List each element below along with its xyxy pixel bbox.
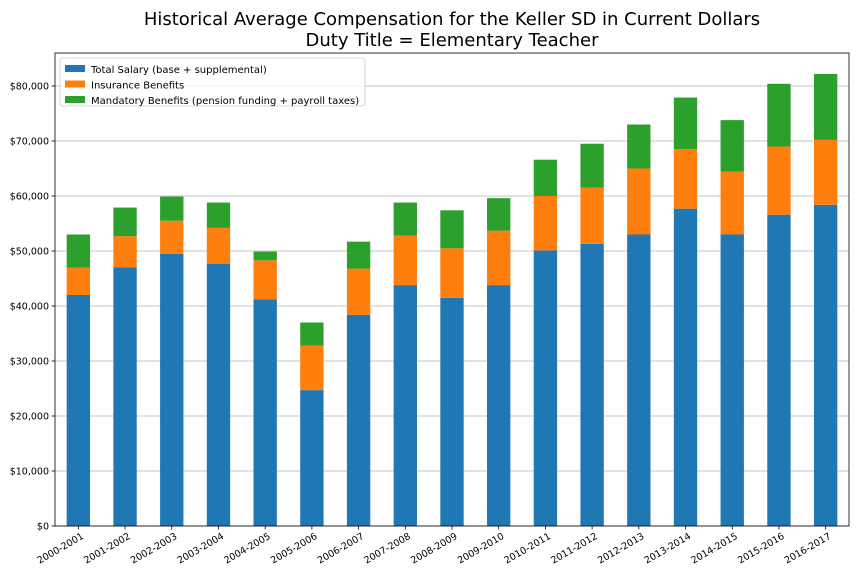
bar-segment bbox=[440, 297, 464, 526]
bar-segment bbox=[673, 149, 698, 209]
x-tick-label: 2016-2017 bbox=[783, 531, 833, 566]
bar-segment bbox=[720, 171, 744, 235]
bar-segment bbox=[580, 143, 604, 188]
bar-segment bbox=[346, 241, 371, 269]
y-tick-label: $80,000 bbox=[10, 82, 49, 93]
bar-segment bbox=[487, 285, 511, 526]
bar-segment bbox=[300, 345, 324, 391]
x-tick-label: 2014-2015 bbox=[689, 531, 739, 566]
x-tick-label: 2009-2010 bbox=[456, 531, 506, 566]
bar-segment bbox=[206, 263, 231, 526]
bar-segment bbox=[160, 220, 184, 254]
y-tick-label: $30,000 bbox=[10, 357, 49, 368]
bar-segment bbox=[300, 322, 324, 346]
x-tick-label: 2006-2007 bbox=[316, 531, 366, 566]
bar-segment bbox=[66, 234, 91, 268]
bar-segment bbox=[113, 267, 137, 526]
bar-segment bbox=[113, 207, 137, 237]
chart-subtitle: Duty Title = Elementary Teacher bbox=[306, 30, 600, 51]
y-tick-label: $70,000 bbox=[10, 137, 49, 148]
bar-segment bbox=[160, 196, 184, 221]
x-tick-label: 2013-2014 bbox=[643, 531, 693, 566]
x-tick-label: 2001-2002 bbox=[82, 531, 132, 566]
bar-segment bbox=[206, 227, 231, 264]
legend-box bbox=[59, 57, 366, 107]
bar-segment bbox=[487, 230, 511, 286]
bar-segment bbox=[440, 248, 464, 298]
x-tick-label: 2004-2005 bbox=[222, 531, 272, 566]
y-tick-label: $0 bbox=[37, 522, 49, 533]
bar-segment bbox=[66, 267, 91, 295]
y-tick-label: $20,000 bbox=[10, 412, 49, 423]
bar-segment bbox=[813, 73, 838, 140]
x-tick-label: 2002-2003 bbox=[129, 531, 179, 566]
y-tick-label: $40,000 bbox=[10, 302, 49, 313]
y-tick-label: $10,000 bbox=[10, 467, 49, 478]
bar-segment bbox=[160, 253, 184, 526]
bar-segment bbox=[393, 285, 417, 526]
bar-segment bbox=[533, 196, 558, 251]
bar-segment bbox=[767, 146, 791, 215]
x-tick-label: 2003-2004 bbox=[176, 531, 226, 566]
legend: Total Salary (base + supplemental) Insura… bbox=[59, 57, 366, 107]
bar-segment bbox=[253, 299, 277, 526]
bar-segment bbox=[813, 204, 838, 527]
bar-segment bbox=[300, 390, 324, 526]
legend-label: Total Salary (base + supplemental) bbox=[90, 65, 267, 76]
y-tick-label: $60,000 bbox=[10, 192, 49, 203]
x-tick-label: 2007-2008 bbox=[362, 531, 412, 566]
x-axis: 2000-20012001-20022002-20032003-20042004… bbox=[35, 526, 833, 566]
bar-segment bbox=[720, 120, 744, 172]
x-tick-label: 2011-2012 bbox=[549, 531, 599, 566]
legend-swatch bbox=[65, 65, 85, 72]
bar-segment bbox=[346, 268, 371, 315]
bar-segment bbox=[533, 250, 558, 526]
y-tick-label: $50,000 bbox=[10, 247, 49, 258]
bar-segment bbox=[393, 235, 417, 286]
bar-segment bbox=[113, 236, 137, 268]
bar-segment bbox=[346, 314, 371, 526]
x-tick-label: 2012-2013 bbox=[596, 531, 646, 566]
chart-title: Historical Average Compensation for the … bbox=[144, 9, 760, 30]
x-tick-label: 2000-2001 bbox=[35, 531, 85, 566]
bar-segment bbox=[393, 202, 417, 236]
bar-segment bbox=[580, 243, 604, 526]
bar-segment bbox=[440, 210, 464, 249]
bar-segment bbox=[813, 139, 838, 205]
bar-segment bbox=[627, 124, 651, 169]
bar-segment bbox=[253, 251, 277, 261]
y-axis: $0 $10,000 $20,000 $30,000 $40,000 $50,000 $60… bbox=[10, 82, 55, 533]
bar-segment bbox=[580, 187, 604, 244]
bar-segment bbox=[673, 97, 698, 150]
bar-segment bbox=[720, 234, 744, 526]
x-tick-label: 2010-2011 bbox=[503, 531, 553, 566]
legend-swatch bbox=[65, 96, 85, 103]
bar-segment bbox=[66, 295, 91, 526]
x-tick-label: 2005-2006 bbox=[269, 531, 319, 566]
bar-segment bbox=[627, 168, 651, 235]
bar-segment bbox=[767, 83, 791, 147]
legend-label: Insurance Benefits bbox=[91, 81, 184, 92]
legend-label: Mandatory Benefits (pension funding + pa… bbox=[91, 96, 359, 107]
bar-segment bbox=[206, 202, 231, 228]
bar-segment bbox=[767, 214, 791, 526]
x-tick-label: 2008-2009 bbox=[409, 531, 459, 566]
bar-segment bbox=[253, 260, 277, 300]
bar-segment bbox=[673, 208, 698, 526]
bar-segment bbox=[487, 198, 511, 231]
bar-segment bbox=[533, 159, 558, 196]
x-tick-label: 2015-2016 bbox=[736, 531, 786, 566]
bars bbox=[66, 73, 838, 527]
bar-segment bbox=[627, 234, 651, 526]
legend-swatch bbox=[65, 80, 85, 88]
